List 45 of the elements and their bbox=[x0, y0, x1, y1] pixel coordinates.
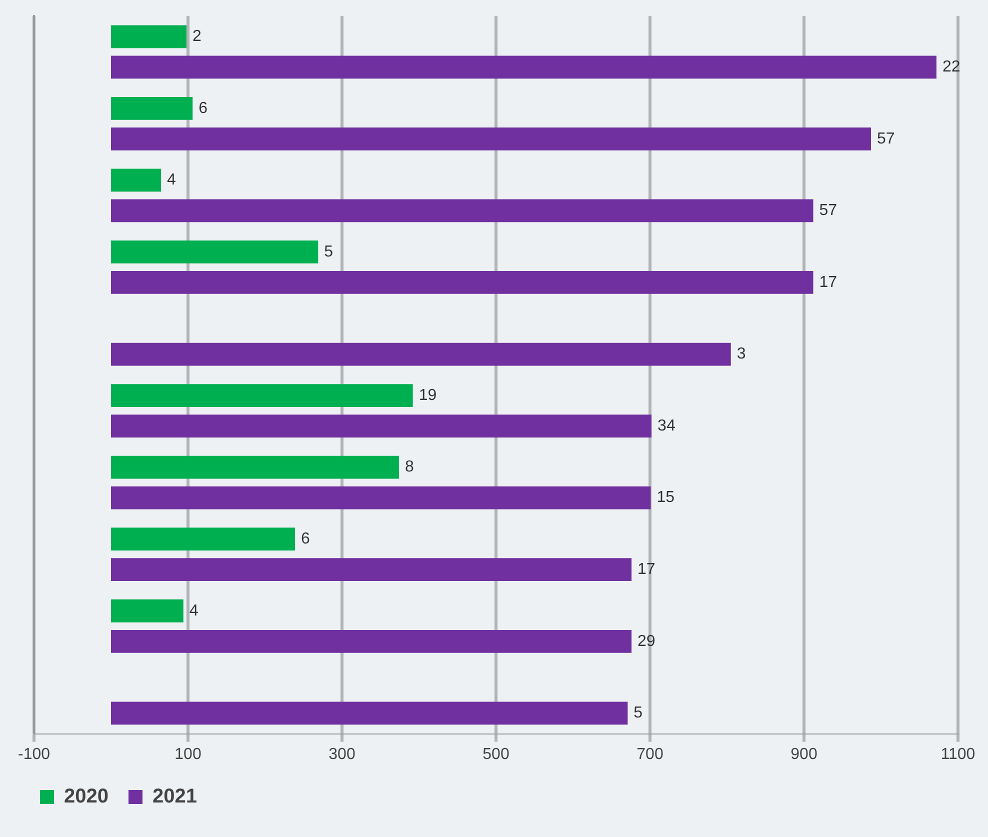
legend-label: 2021 bbox=[152, 786, 197, 808]
annotation: 6 bbox=[198, 100, 208, 117]
annotation: 22 bbox=[942, 58, 960, 76]
annotation: 57 bbox=[819, 202, 838, 220]
x-tick-label: 300 bbox=[328, 746, 356, 763]
annotation: 5 bbox=[634, 704, 643, 722]
bar bbox=[111, 342, 731, 366]
bar bbox=[111, 96, 193, 120]
x-tick-label: 500 bbox=[482, 746, 510, 763]
bar bbox=[111, 168, 162, 192]
x-tick-label: -100 bbox=[18, 746, 50, 763]
x-tick-label: 100 bbox=[174, 746, 202, 763]
annotation: 5 bbox=[324, 243, 334, 260]
bar bbox=[111, 702, 628, 725]
bar bbox=[111, 599, 184, 622]
annotation: 4 bbox=[167, 172, 176, 189]
bar bbox=[111, 384, 413, 407]
annotation: 6 bbox=[301, 530, 310, 548]
annotation: 34 bbox=[658, 417, 676, 434]
bar bbox=[111, 414, 652, 438]
annotation: 15 bbox=[656, 489, 675, 506]
bar bbox=[111, 528, 296, 551]
legend-label: 2020 bbox=[64, 786, 108, 808]
x-tick-label: 1100 bbox=[940, 746, 976, 763]
x-tick-label: 900 bbox=[790, 746, 818, 763]
annotation: 2 bbox=[192, 28, 202, 46]
bar bbox=[111, 127, 871, 150]
bar bbox=[111, 271, 814, 294]
bar bbox=[111, 56, 936, 79]
bar bbox=[111, 558, 632, 582]
annotation: 19 bbox=[418, 386, 437, 404]
bar bbox=[111, 199, 814, 222]
annotation: 3 bbox=[736, 346, 746, 363]
bar bbox=[111, 456, 399, 479]
bar bbox=[111, 240, 318, 264]
annotation: 57 bbox=[876, 130, 895, 148]
annotation: 8 bbox=[404, 458, 414, 476]
bar bbox=[111, 25, 186, 48]
bar bbox=[111, 486, 651, 510]
annotation: 17 bbox=[638, 561, 656, 578]
x-tick-label: 700 bbox=[636, 746, 664, 763]
annotation: 17 bbox=[819, 274, 838, 291]
bar bbox=[111, 630, 632, 653]
annotation: 4 bbox=[189, 602, 198, 620]
annotation: 29 bbox=[638, 632, 656, 650]
